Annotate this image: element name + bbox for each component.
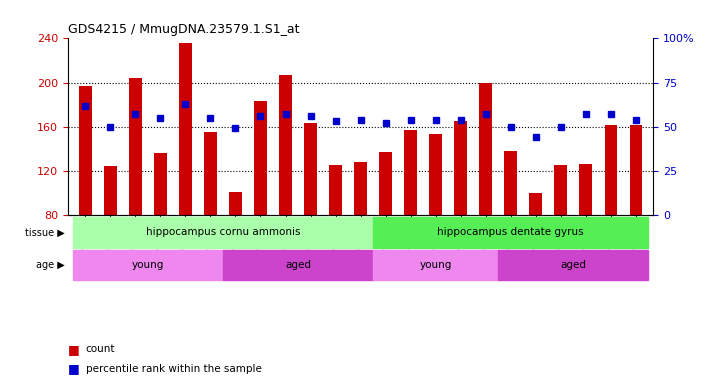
Bar [504, 151, 517, 215]
Text: GDS4215 / MmugDNA.23579.1.S1_at: GDS4215 / MmugDNA.23579.1.S1_at [68, 23, 299, 36]
Text: ■: ■ [68, 362, 79, 375]
Bar [204, 132, 217, 215]
Bar [229, 192, 242, 215]
Text: young: young [419, 260, 452, 270]
Text: aged: aged [285, 260, 311, 270]
Bar [254, 101, 267, 215]
Bar [630, 124, 642, 215]
Bar [373, 217, 648, 248]
Text: aged: aged [560, 260, 586, 270]
Bar [429, 134, 442, 215]
Bar [104, 167, 116, 215]
Bar [580, 164, 592, 215]
Bar [530, 193, 542, 215]
Bar [555, 166, 567, 215]
Bar [73, 217, 373, 248]
Bar [79, 86, 91, 215]
Text: tissue ▶: tissue ▶ [24, 227, 64, 237]
Bar [304, 123, 317, 215]
Bar [223, 250, 373, 280]
Bar [354, 162, 367, 215]
Bar [605, 124, 617, 215]
Text: percentile rank within the sample: percentile rank within the sample [86, 364, 261, 374]
Bar [129, 78, 141, 215]
Bar [329, 166, 342, 215]
Bar [479, 83, 492, 215]
Text: count: count [86, 344, 115, 354]
Bar [379, 152, 392, 215]
Bar [154, 153, 166, 215]
Bar [454, 121, 467, 215]
Bar [73, 250, 223, 280]
Text: young: young [131, 260, 164, 270]
Bar [404, 130, 417, 215]
Bar [373, 250, 498, 280]
Text: ■: ■ [68, 343, 79, 356]
Bar [179, 43, 191, 215]
Text: hippocampus dentate gyrus: hippocampus dentate gyrus [438, 227, 584, 237]
Text: age ▶: age ▶ [36, 260, 64, 270]
Text: hippocampus cornu ammonis: hippocampus cornu ammonis [146, 227, 300, 237]
Bar [498, 250, 648, 280]
Bar [279, 75, 292, 215]
